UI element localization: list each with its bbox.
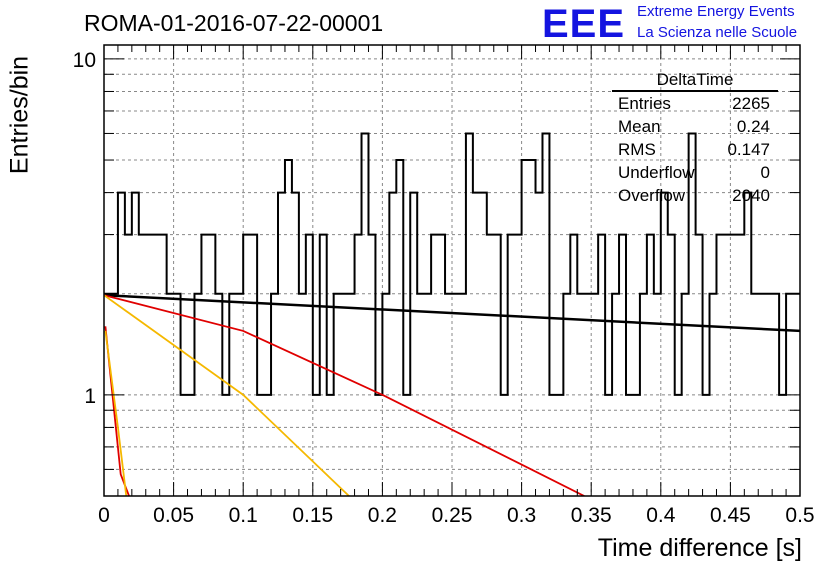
stats-label: RMS	[618, 140, 656, 159]
x-tick-label: 0.3	[507, 504, 536, 527]
fit-line-orange-4	[104, 330, 128, 496]
x-tick-label: 0	[98, 504, 110, 527]
x-tick-label: 0.15	[292, 504, 333, 527]
stats-label: Mean	[618, 117, 661, 136]
x-tick-label: 0.4	[646, 504, 676, 527]
stats-title: DeltaTime	[612, 70, 778, 92]
org-name-line2: La Scienza nelle Scuole	[637, 24, 798, 41]
x-tick-label: 0.25	[432, 504, 473, 527]
stats-label: Entries	[618, 94, 671, 113]
stats-value: 0	[760, 163, 770, 182]
x-tick-label: 0.35	[571, 504, 612, 527]
fit-line-red-1	[104, 294, 585, 496]
stats-row-rms: RMS 0.147	[612, 138, 778, 161]
stats-label: Overflow	[618, 186, 686, 205]
x-tick-label: 0.45	[710, 504, 751, 527]
stats-row-entries: Entries 2265	[612, 92, 778, 115]
y-axis-label: Entries/bin	[5, 55, 34, 175]
stats-box: DeltaTime Entries 2265 Mean 0.24 RMS 0.1…	[612, 70, 778, 207]
histogram-series	[104, 132, 800, 396]
stats-row-underflow: Underflow 0	[612, 161, 778, 184]
stats-row-mean: Mean 0.24	[612, 115, 778, 138]
y-tick-label: 10	[73, 49, 96, 72]
x-tick-label: 0.2	[368, 504, 397, 527]
stats-value: 0.24	[736, 117, 770, 136]
chart-title: ROMA-01-2016-07-22-00001	[84, 10, 384, 36]
stats-value: 2265	[732, 94, 770, 113]
stats-value: 2040	[732, 186, 770, 205]
fit-line-orange-2	[104, 294, 350, 496]
x-axis-label: Time difference [s]	[597, 534, 802, 562]
stats-label: Underflow	[618, 163, 695, 182]
y-tick-label: 1	[84, 385, 96, 408]
stats-row-overflow: Overflow 2040	[612, 184, 778, 207]
x-tick-label: 0.05	[153, 504, 194, 527]
eee-logo: EEE	[542, 2, 626, 46]
org-name-line1: Extreme Energy Events	[637, 3, 795, 20]
fit-line-black-0	[104, 293, 800, 333]
x-tick-label: 0.5	[785, 504, 814, 527]
x-tick-label: 0.1	[229, 504, 258, 527]
stats-value: 0.147	[727, 140, 770, 159]
